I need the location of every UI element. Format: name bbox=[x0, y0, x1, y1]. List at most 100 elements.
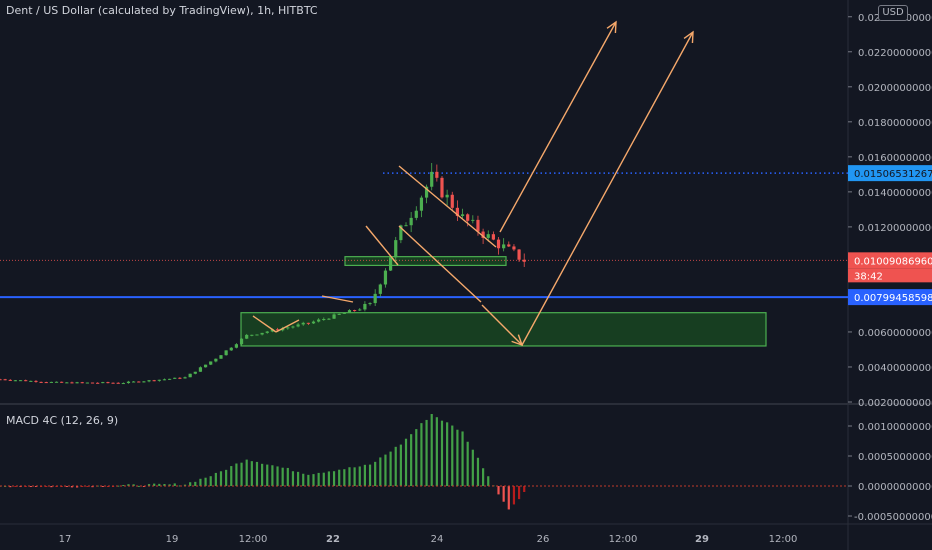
time-tick-label: 12:00 bbox=[769, 534, 798, 545]
candle-body bbox=[0, 379, 2, 381]
candle-body bbox=[301, 322, 305, 325]
candle-body bbox=[203, 364, 208, 368]
macd-bar bbox=[327, 471, 331, 486]
macd-histogram bbox=[0, 414, 848, 510]
macd-bar bbox=[117, 485, 120, 487]
candle-body bbox=[39, 381, 43, 383]
candle-body bbox=[65, 382, 69, 384]
price-tick-label: 0.01600000000 bbox=[858, 153, 932, 164]
macd-bar bbox=[173, 483, 176, 486]
candle-body bbox=[132, 381, 136, 383]
macd-bar bbox=[353, 467, 356, 486]
candle-body bbox=[342, 312, 346, 314]
time-tick-label: 17 bbox=[59, 534, 72, 545]
macd-bar bbox=[404, 438, 408, 486]
demand-zone bbox=[240, 312, 767, 347]
candle-body bbox=[193, 371, 197, 374]
candle-body bbox=[147, 380, 151, 382]
macd-bar bbox=[158, 483, 161, 486]
macd-bar bbox=[384, 454, 387, 486]
candle-body bbox=[13, 380, 18, 382]
candle-body bbox=[337, 313, 341, 315]
candle-body bbox=[394, 240, 398, 258]
candle-body bbox=[419, 197, 424, 211]
currency-button[interactable]: USD bbox=[878, 5, 908, 21]
candle-body bbox=[358, 309, 362, 311]
macd-bar bbox=[209, 476, 212, 486]
candle-body bbox=[311, 321, 316, 324]
price-tick-label: 0.00400000000 bbox=[858, 363, 932, 374]
tri-2 bbox=[275, 319, 300, 333]
macd-bar bbox=[199, 478, 202, 486]
macd-bar bbox=[507, 486, 510, 510]
macd-bar bbox=[153, 483, 156, 486]
candle-body bbox=[245, 334, 249, 339]
macd-bar bbox=[194, 481, 197, 486]
candle-body bbox=[353, 310, 357, 312]
candle-body bbox=[137, 381, 141, 383]
candle-body bbox=[18, 380, 23, 382]
candle-body bbox=[54, 381, 59, 383]
candle-body bbox=[29, 380, 33, 382]
macd-bar bbox=[245, 459, 248, 486]
candle-body bbox=[224, 350, 228, 356]
macd-bar bbox=[137, 485, 140, 487]
macd-bar bbox=[168, 484, 171, 486]
candle-body bbox=[24, 380, 28, 382]
candle-body bbox=[255, 334, 259, 336]
macd-bar bbox=[65, 486, 68, 487]
candle-body bbox=[106, 382, 110, 384]
candle-body bbox=[101, 382, 105, 384]
price-tick-label: 0.01200000000 bbox=[858, 223, 932, 234]
candle-body bbox=[327, 318, 331, 320]
price-tick-label: 0.00600000000 bbox=[858, 328, 932, 339]
candle-body bbox=[460, 214, 465, 217]
candle-body bbox=[317, 319, 321, 322]
macd-bar bbox=[456, 429, 459, 486]
candle-body bbox=[8, 379, 12, 381]
candle-body bbox=[96, 382, 100, 384]
candle-body bbox=[152, 380, 156, 382]
candle-body bbox=[286, 327, 290, 329]
macd-bar bbox=[487, 476, 490, 486]
macd-bar bbox=[29, 486, 32, 487]
current-price-label: 0.01009086960 bbox=[854, 256, 932, 267]
candle-body bbox=[512, 246, 516, 250]
macd-bar bbox=[482, 468, 485, 486]
candle-body bbox=[414, 210, 418, 218]
price-labels: 0.01506531267 0.01009086960 38:42 0.0079945… bbox=[848, 165, 932, 306]
current-price-label-sub-bg bbox=[848, 268, 932, 283]
arrow-up-2 bbox=[521, 31, 694, 346]
time-tick-label: 12:00 bbox=[609, 534, 638, 545]
macd-bar bbox=[512, 486, 516, 505]
candle-body bbox=[440, 177, 444, 198]
wedge-lower bbox=[398, 225, 482, 303]
macd-bar bbox=[281, 467, 284, 486]
macd-bar bbox=[178, 485, 181, 487]
candle-body bbox=[239, 338, 244, 345]
candle-body bbox=[507, 244, 511, 247]
macd-bar bbox=[502, 486, 505, 502]
candle-body bbox=[142, 381, 146, 383]
macd-bar bbox=[50, 486, 53, 488]
resistance-label: 0.01506531267 bbox=[854, 169, 932, 180]
macd-bar bbox=[476, 457, 480, 486]
candle-body bbox=[368, 303, 372, 305]
macd-bar bbox=[219, 471, 223, 486]
price-tick-label: 0.01400000000 bbox=[858, 188, 932, 199]
candle-body bbox=[270, 329, 274, 332]
candle-body bbox=[80, 382, 84, 384]
candle-body bbox=[183, 377, 187, 379]
price-tick-label: 0.01800000000 bbox=[858, 118, 932, 129]
candle-body bbox=[209, 361, 213, 365]
candle-body bbox=[481, 231, 485, 238]
macd-bar bbox=[497, 486, 500, 495]
candle-body bbox=[496, 239, 501, 249]
macd-bar bbox=[332, 471, 336, 486]
candle-body bbox=[34, 380, 38, 382]
macd-bar bbox=[266, 464, 269, 486]
macd-bar bbox=[189, 482, 192, 486]
